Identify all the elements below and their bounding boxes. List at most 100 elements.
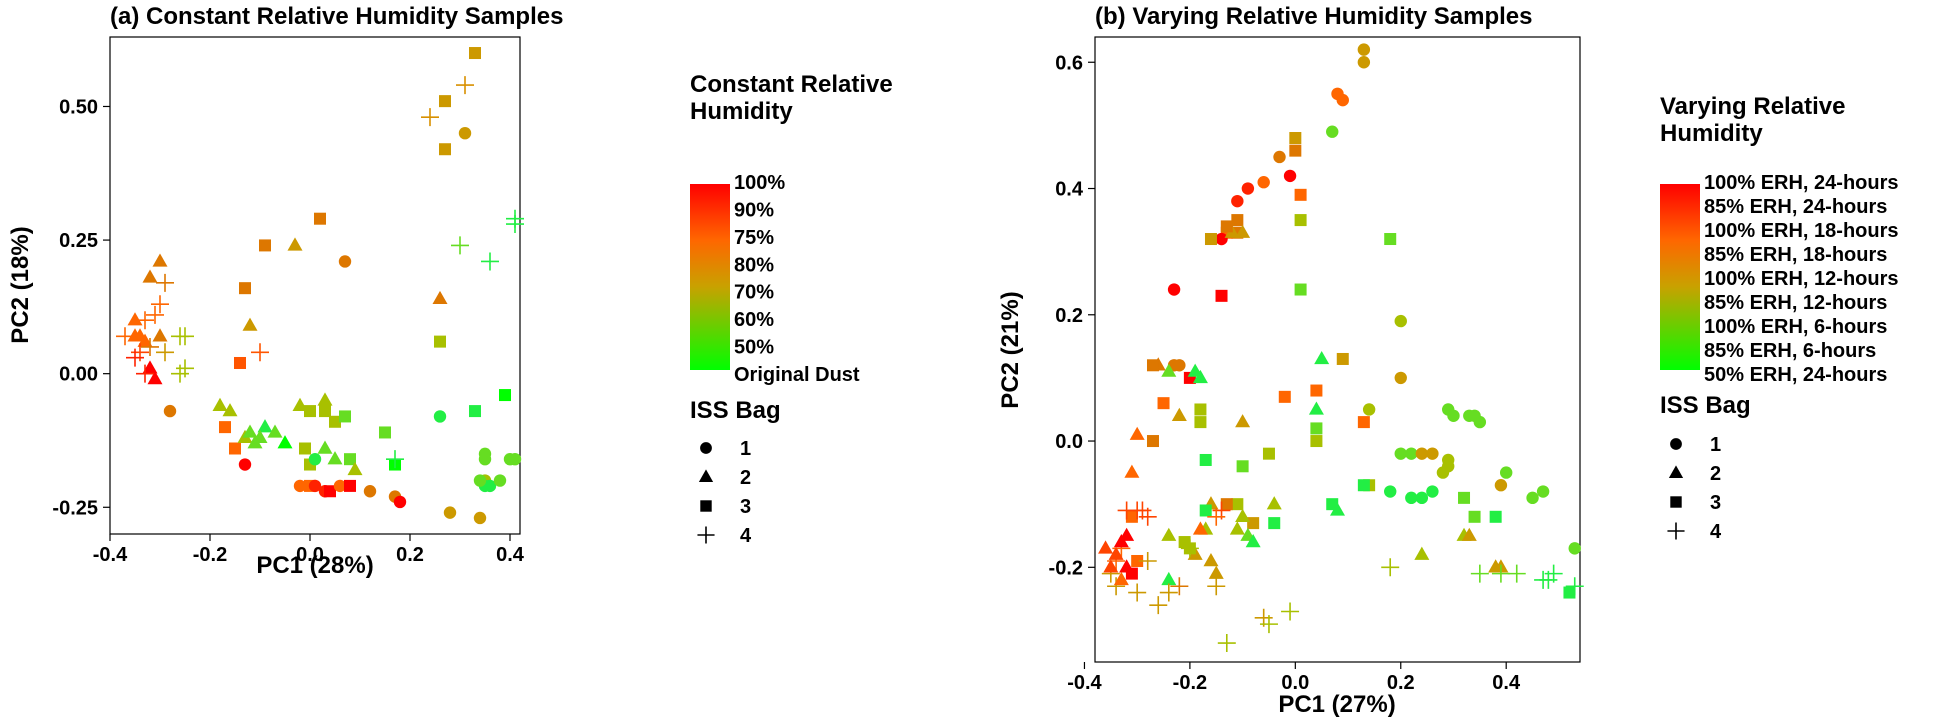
panel-a-data-point xyxy=(308,452,322,466)
panel-b-data-point xyxy=(1357,479,1370,492)
panel-a-data-point xyxy=(219,421,231,434)
panel-b-data-point xyxy=(1489,510,1502,523)
panel-a-data-point xyxy=(163,404,177,418)
panel-a-y-tick-label: 0.00 xyxy=(59,364,98,386)
panel-a-data-point xyxy=(257,419,273,433)
panel-b-data-point xyxy=(1208,565,1224,579)
panel-a-data-point xyxy=(481,252,499,271)
panel-a-data-point xyxy=(439,95,451,108)
panel-a-data-point xyxy=(136,364,154,383)
panel-a-y-tick-label: 0.50 xyxy=(59,96,98,118)
panel-b-data-point xyxy=(1357,416,1370,429)
panel-a-data-point xyxy=(152,328,168,342)
panel-a-color-legend-label: Original Dust xyxy=(734,364,860,386)
panel-b-data-point xyxy=(1192,521,1208,535)
panel-b-data-point xyxy=(1326,125,1339,138)
panel-b-data-point xyxy=(1231,214,1244,227)
panel-a-y-axis: -0.25 0.00 0.25 0.50 xyxy=(52,96,110,519)
panel-a-color-legend-title-line2: Humidity xyxy=(690,98,793,125)
panel-a-data-point xyxy=(317,440,333,454)
panel-b-data-point xyxy=(1281,602,1300,621)
panel-a-data-point xyxy=(151,295,169,314)
panel-b-data-point xyxy=(1447,409,1460,422)
panel-b-data-point xyxy=(1235,508,1251,522)
panel-b-shape-legend-marker xyxy=(1668,465,1684,478)
panel-b-data-point xyxy=(1381,558,1400,577)
panel-b-data-point xyxy=(1107,577,1126,596)
panel-b-data-point xyxy=(1384,233,1397,246)
panel-a-y-tick-label: 0.25 xyxy=(59,230,98,252)
panel-a-data-point xyxy=(308,479,322,493)
panel-a-data-point xyxy=(506,209,524,228)
panel-b-x-axis: -0.4 -0.2 0.0 0.2 0.4 xyxy=(1067,662,1521,694)
panel-b-color-legend-label: 85% ERH, 6-hours xyxy=(1704,340,1876,362)
panel-b-x-tick-label: -0.2 xyxy=(1173,672,1207,694)
panel-a-data-point xyxy=(239,282,251,295)
panel-a-data-point xyxy=(344,479,356,492)
panel-a-shape-legend: ISS Bag 1 2 3 4 xyxy=(690,397,781,547)
panel-b-color-legend-title-line1: Varying Relative xyxy=(1660,93,1845,120)
panel-b-data-point xyxy=(1494,479,1508,492)
panel-b-data-point xyxy=(1294,214,1307,227)
panel-a-shape-legend-label: 3 xyxy=(740,496,751,518)
panel-a-x-tick-label: -0.2 xyxy=(193,544,227,566)
panel-a-data-point xyxy=(304,405,316,418)
panel-a-data-point xyxy=(347,461,363,476)
panel-b-data-point xyxy=(1171,407,1187,421)
panel-b-data-point xyxy=(1157,397,1170,410)
panel-b-data-point xyxy=(1357,56,1371,69)
panel-a-data-point xyxy=(451,236,469,255)
panel-b-data-point xyxy=(1294,188,1307,201)
panel-b-data-point xyxy=(1231,194,1244,208)
panel-b-data-point xyxy=(1217,634,1236,653)
panel-b-y-axis: -0.2 0.0 0.2 0.4 0.6 xyxy=(1049,52,1095,579)
panel-b-data-point xyxy=(1308,401,1324,415)
panel-a-shape-legend-marker xyxy=(700,442,712,454)
panel-a-data-point xyxy=(142,360,158,374)
panel-b-data-point xyxy=(1103,559,1119,573)
panel-b-data-point xyxy=(1203,552,1219,567)
panel-a-data-point xyxy=(386,450,404,469)
panel-b-color-legend-label: 85% ERH, 12-hours xyxy=(1704,292,1887,314)
panel-a-data-point xyxy=(299,442,311,455)
panel-b-data-point xyxy=(1192,369,1208,384)
panel-b-shape-legend-label: 2 xyxy=(1710,463,1721,485)
panel-b-data-point xyxy=(1565,577,1584,596)
panel-b-shape-legend: ISS Bag 1 2 3 4 xyxy=(1660,392,1751,543)
panel-a-data-point xyxy=(478,452,492,466)
panel-b-data-point xyxy=(1180,539,1199,558)
panel-b-data-point xyxy=(1394,314,1407,328)
panel-b-data-point xyxy=(1199,504,1212,517)
panel-a-color-legend-title-line1: Constant Relative xyxy=(690,71,893,98)
panel-b-data-point xyxy=(1415,447,1429,460)
panel-a-color-legend-label: 75% xyxy=(734,227,774,249)
panel-a-x-tick-label: 0.4 xyxy=(496,544,525,566)
panel-a-data-point xyxy=(234,356,246,369)
panel-b-shape-legend-label: 4 xyxy=(1710,521,1722,543)
panel-b-data-point xyxy=(1278,390,1291,403)
panel-b-data-point xyxy=(1314,350,1330,365)
panel-b-data-point xyxy=(1146,359,1159,372)
panel-b-data-point xyxy=(1294,283,1307,296)
panel-b-shape-legend-marker xyxy=(1667,522,1685,540)
panel-b-data-point xyxy=(1526,491,1539,505)
panel-b-data-point xyxy=(1215,232,1228,246)
panel-b-data-point xyxy=(1220,498,1233,511)
panel-b-data-point xyxy=(1124,464,1140,478)
panel-b-data-point xyxy=(1436,466,1450,479)
panel-a-shape-legend-marker xyxy=(700,500,712,512)
panel-b-plot-frame xyxy=(1094,36,1581,663)
panel-b-title: (b) Varying Relative Humidity Samples xyxy=(1095,3,1532,30)
panel-a-data-point xyxy=(458,126,472,140)
panel-b-data-point xyxy=(1235,414,1251,428)
panel-b-data-point xyxy=(1125,510,1138,523)
panel-b-data-point xyxy=(1507,564,1526,583)
panel-b-shape-legend-label: 1 xyxy=(1710,434,1721,456)
panel-a-data-point xyxy=(176,327,194,346)
panel-a-data-point xyxy=(329,415,341,428)
panel-b-data-point xyxy=(1289,132,1302,145)
panel-a-data-point xyxy=(212,397,228,411)
panel-b-data-point xyxy=(1194,416,1207,429)
panel-b-data-point xyxy=(1257,176,1270,189)
panel-b-data-point xyxy=(1426,485,1439,498)
